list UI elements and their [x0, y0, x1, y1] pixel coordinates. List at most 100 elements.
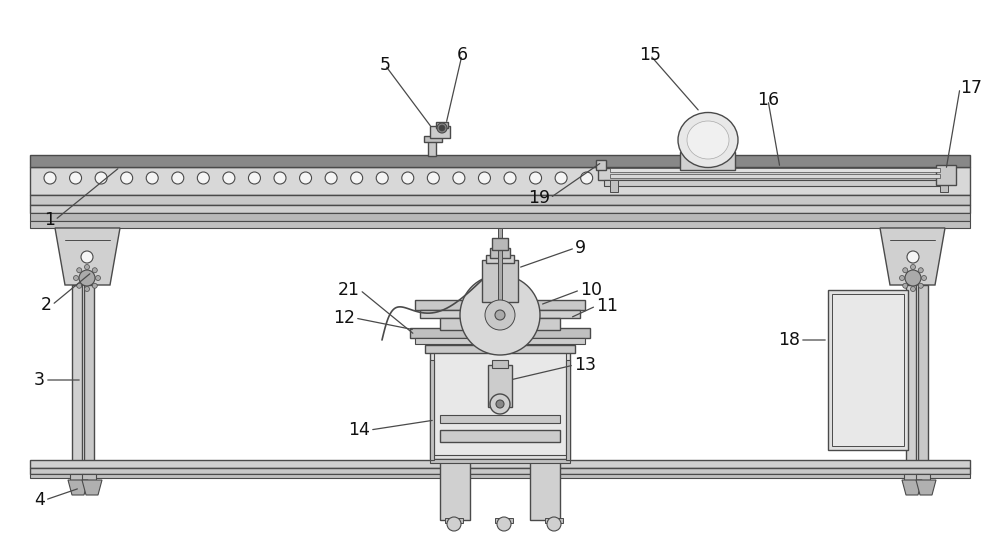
Circle shape	[325, 172, 337, 184]
Text: 10: 10	[580, 281, 602, 299]
Bar	[415, 300, 585, 310]
Text: 1: 1	[44, 211, 55, 229]
Text: 2: 2	[41, 296, 52, 314]
Bar	[906, 285, 916, 480]
Circle shape	[938, 172, 950, 184]
Circle shape	[453, 172, 465, 184]
Polygon shape	[82, 480, 102, 495]
Bar	[70, 474, 84, 480]
Circle shape	[760, 172, 772, 184]
Text: 14: 14	[348, 421, 370, 439]
Circle shape	[274, 172, 286, 184]
Circle shape	[447, 517, 461, 531]
Circle shape	[248, 172, 260, 184]
Bar	[430, 360, 434, 460]
Circle shape	[351, 172, 363, 184]
Bar	[30, 213, 970, 221]
Circle shape	[708, 172, 720, 184]
Bar	[486, 255, 514, 263]
Circle shape	[913, 172, 925, 184]
Bar	[436, 122, 448, 128]
Bar	[30, 155, 970, 167]
Polygon shape	[68, 480, 88, 495]
Bar	[916, 474, 930, 480]
Bar	[420, 310, 580, 318]
Circle shape	[785, 172, 797, 184]
Circle shape	[497, 517, 511, 531]
Circle shape	[44, 172, 56, 184]
Text: 5: 5	[380, 56, 390, 74]
Circle shape	[581, 172, 593, 184]
Bar	[492, 360, 508, 368]
Text: 3: 3	[34, 371, 45, 389]
Bar	[610, 174, 940, 178]
Circle shape	[490, 394, 510, 414]
Circle shape	[92, 268, 97, 273]
Bar	[495, 518, 513, 523]
Circle shape	[223, 172, 235, 184]
Circle shape	[836, 172, 848, 184]
Circle shape	[547, 517, 561, 531]
Circle shape	[300, 172, 312, 184]
Bar	[430, 344, 570, 459]
Circle shape	[504, 172, 516, 184]
Polygon shape	[916, 480, 936, 495]
Circle shape	[146, 172, 158, 184]
Circle shape	[903, 283, 908, 288]
Bar	[84, 285, 94, 480]
Circle shape	[606, 172, 618, 184]
Text: 13: 13	[574, 356, 596, 374]
Circle shape	[84, 287, 90, 292]
Bar	[440, 430, 560, 442]
Bar	[440, 318, 560, 330]
Bar	[918, 285, 928, 480]
Bar	[530, 460, 560, 520]
Bar	[430, 459, 570, 463]
Circle shape	[95, 172, 107, 184]
Bar	[30, 221, 970, 228]
Circle shape	[683, 172, 695, 184]
Bar	[30, 167, 970, 195]
Bar	[434, 348, 566, 455]
Text: 12: 12	[333, 309, 355, 327]
Circle shape	[632, 172, 644, 184]
Circle shape	[910, 264, 916, 270]
Circle shape	[485, 300, 515, 330]
Circle shape	[439, 125, 445, 131]
Circle shape	[900, 276, 904, 280]
Bar	[566, 360, 570, 460]
Polygon shape	[55, 228, 120, 285]
Circle shape	[478, 172, 490, 184]
Circle shape	[79, 270, 95, 286]
Bar	[828, 290, 908, 450]
Circle shape	[74, 276, 78, 280]
Circle shape	[402, 172, 414, 184]
Bar	[445, 518, 463, 523]
Bar	[440, 415, 560, 423]
Circle shape	[121, 172, 133, 184]
Text: 16: 16	[757, 91, 779, 109]
Bar	[430, 126, 450, 138]
Bar	[428, 140, 436, 156]
Bar	[424, 136, 442, 142]
Text: 6: 6	[456, 46, 468, 64]
Bar	[30, 205, 970, 213]
Circle shape	[460, 275, 540, 355]
Circle shape	[437, 123, 447, 133]
Ellipse shape	[687, 121, 729, 159]
Circle shape	[887, 172, 899, 184]
Bar	[492, 238, 508, 250]
Ellipse shape	[678, 113, 738, 168]
Circle shape	[811, 172, 823, 184]
Text: 21: 21	[338, 281, 360, 299]
Circle shape	[903, 268, 908, 273]
Text: 19: 19	[528, 189, 550, 207]
Circle shape	[92, 283, 97, 288]
Circle shape	[495, 310, 505, 320]
Circle shape	[496, 400, 504, 408]
Polygon shape	[902, 480, 922, 495]
Bar	[82, 474, 96, 480]
Text: 9: 9	[575, 239, 586, 257]
Bar	[30, 460, 970, 468]
Text: 11: 11	[596, 297, 618, 315]
